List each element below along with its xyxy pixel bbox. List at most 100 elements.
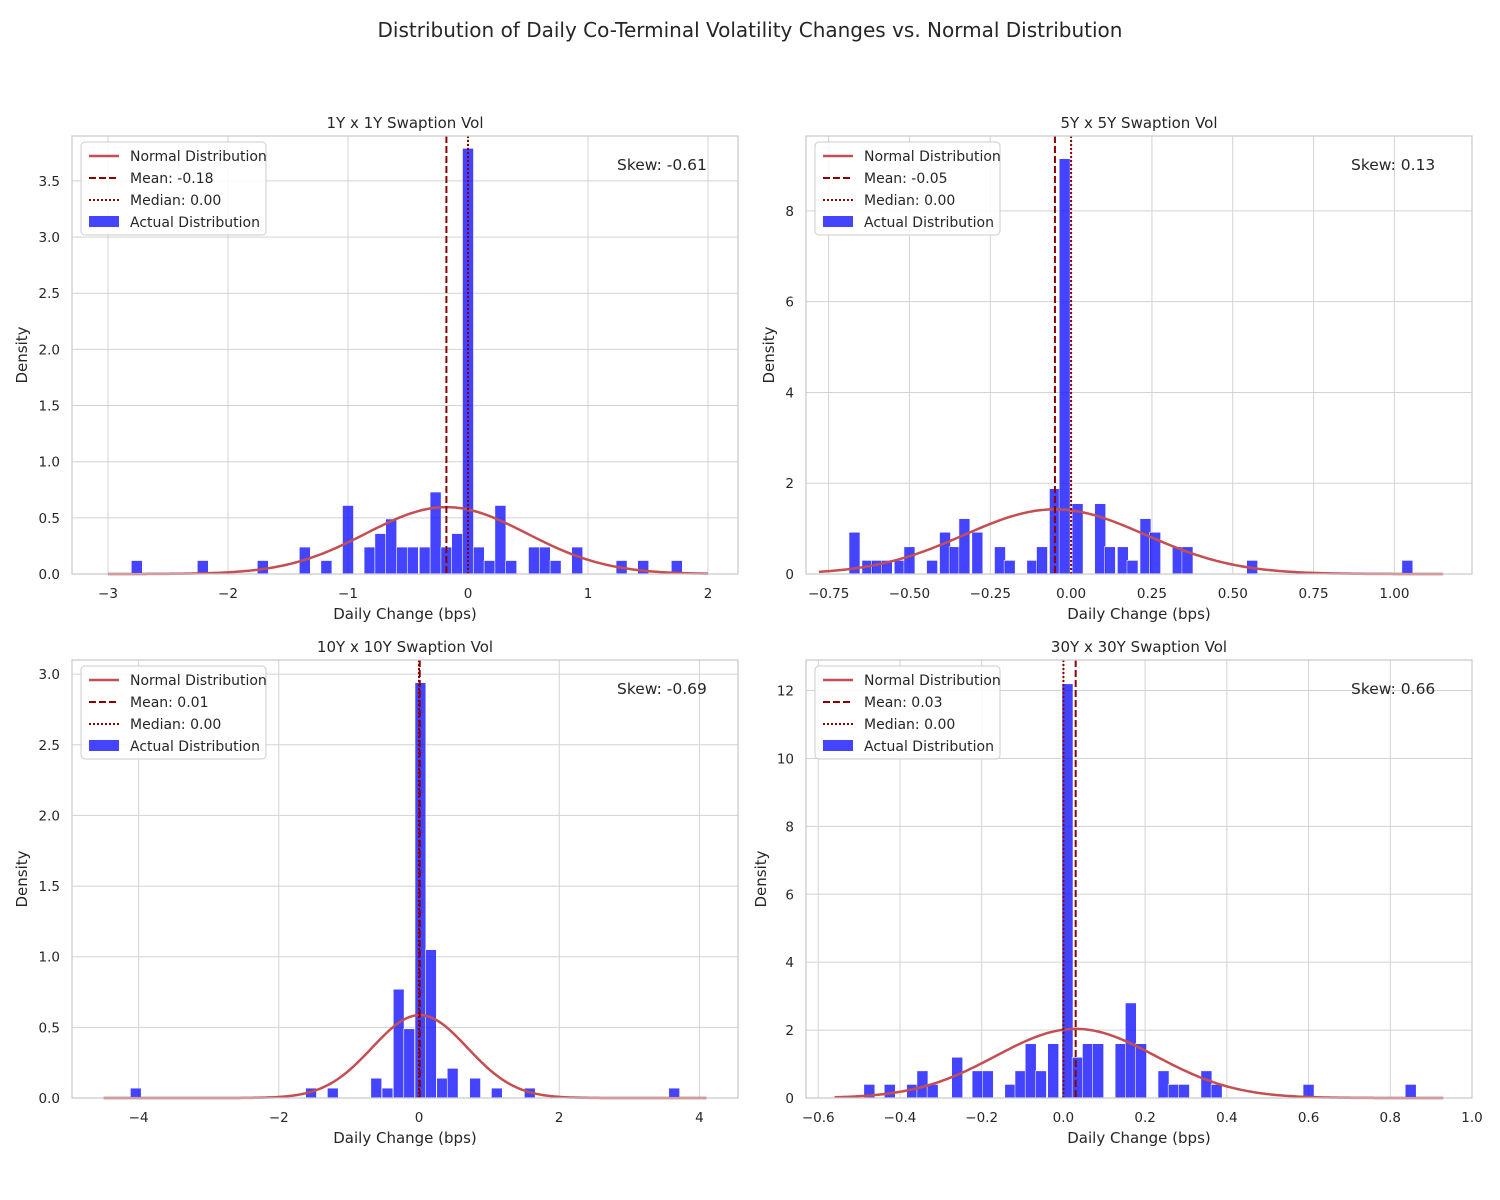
legend-swatch-bars bbox=[89, 740, 119, 751]
y-tick-label: 2.5 bbox=[39, 286, 60, 302]
y-tick-label: 0.5 bbox=[39, 511, 60, 527]
x-tick-label: −3 bbox=[98, 586, 118, 602]
legend-swatch-bars bbox=[89, 216, 119, 227]
y-tick-label: 0 bbox=[785, 1091, 794, 1107]
histogram-bar bbox=[469, 1077, 481, 1099]
histogram-bar bbox=[1200, 1070, 1213, 1099]
histogram-bar bbox=[1082, 1043, 1094, 1099]
histogram-bar bbox=[381, 1087, 394, 1099]
histogram-bar bbox=[903, 546, 916, 575]
y-tick-label: 6 bbox=[785, 295, 794, 311]
y-tick-label: 0 bbox=[785, 567, 794, 583]
histogram-bar bbox=[1094, 503, 1106, 575]
histogram-bar bbox=[1117, 546, 1129, 575]
histogram-bar bbox=[948, 546, 961, 575]
plot-frame bbox=[71, 659, 739, 1099]
legend-entry: Normal Distribution bbox=[864, 149, 1001, 165]
x-tick-label: 0.8 bbox=[1380, 1110, 1401, 1126]
histogram-bar bbox=[926, 1084, 939, 1099]
x-tick-label: −2 bbox=[269, 1110, 289, 1126]
subplot-title: 5Y x 5Y Swaption Vol bbox=[1060, 114, 1217, 132]
histogram-bar bbox=[505, 560, 518, 575]
x-tick-label: −0.4 bbox=[884, 1110, 917, 1126]
histogram-bar bbox=[483, 560, 496, 575]
histogram-bar bbox=[436, 1077, 448, 1099]
x-tick-label: 0.4 bbox=[1216, 1110, 1237, 1126]
histogram-bar bbox=[1210, 1084, 1223, 1099]
y-tick-label: 8 bbox=[785, 819, 794, 835]
x-tick-label: 0.75 bbox=[1299, 586, 1329, 602]
histogram-bar bbox=[451, 533, 464, 575]
x-tick-label: 0.6 bbox=[1298, 1110, 1319, 1126]
y-tick-label: 3.0 bbox=[39, 230, 60, 246]
plot-frame bbox=[71, 135, 739, 575]
legend-entry: Mean: -0.05 bbox=[864, 171, 948, 187]
histogram-bar bbox=[363, 546, 376, 575]
histogram-bar bbox=[418, 546, 431, 575]
histogram-bar bbox=[1404, 1084, 1417, 1099]
y-axis-label: Density bbox=[13, 326, 31, 383]
x-tick-label: 0.50 bbox=[1218, 586, 1248, 602]
histogram-bar bbox=[893, 560, 906, 575]
x-tick-label: 1 bbox=[584, 586, 593, 602]
x-tick-label: −2 bbox=[218, 586, 238, 602]
legend-entry: Normal Distribution bbox=[864, 673, 1001, 689]
y-axis-label: Density bbox=[13, 850, 31, 907]
skew-annotation: Skew: 0.13 bbox=[1351, 156, 1435, 174]
histogram-bar bbox=[1178, 1084, 1190, 1099]
x-tick-label: 1.0 bbox=[1461, 1110, 1482, 1126]
legend-swatch-bars bbox=[823, 216, 853, 227]
x-axis-label: Daily Change (bps) bbox=[333, 605, 476, 623]
histogram-bar bbox=[1071, 503, 1084, 575]
subplot-4: −0.6 −0.4 −0.2 0.0 0.2 0.4 0.6 0.8 1.0 0 2 4 6 8 10 12 3… bbox=[752, 638, 1483, 1147]
histogram-bar bbox=[1139, 518, 1152, 575]
normal-distribution-curve bbox=[108, 505, 709, 576]
x-tick-label: 4 bbox=[695, 1110, 704, 1126]
histogram-bar bbox=[939, 531, 951, 575]
histogram-bar bbox=[1167, 1084, 1180, 1099]
legend-entry: Normal Distribution bbox=[130, 149, 267, 165]
x-tick-label: −0.2 bbox=[965, 1110, 998, 1126]
x-tick-label: −1 bbox=[338, 586, 358, 602]
x-tick-label: −0.75 bbox=[808, 586, 849, 602]
x-axis-label: Daily Change (bps) bbox=[333, 1129, 476, 1147]
subplot-title: 1Y x 1Y Swaption Vol bbox=[326, 114, 483, 132]
histogram-bar bbox=[370, 1077, 382, 1099]
x-tick-label: 2 bbox=[704, 586, 713, 602]
histogram-bar bbox=[1035, 1070, 1047, 1099]
histogram-bar bbox=[130, 560, 143, 575]
subplot-title: 10Y x 10Y Swaption Vol bbox=[317, 638, 493, 656]
y-axis-label: Density bbox=[760, 326, 778, 383]
histogram-bar bbox=[396, 546, 408, 575]
subplot-1: −3 −2 −1 0 1 2 0.0 0.5 1.0 1.5 2.0 2.5 3.0 3.5 1Y x 1Y… bbox=[13, 114, 739, 623]
histogram-bar bbox=[446, 1068, 459, 1099]
plot-frame bbox=[805, 659, 1473, 1099]
histogram-bar bbox=[971, 1070, 984, 1099]
x-axis-label: Daily Change (bps) bbox=[1067, 1129, 1210, 1147]
histogram-bar bbox=[1036, 546, 1048, 575]
histogram-bar bbox=[1092, 1043, 1104, 1099]
skew-annotation: Skew: 0.66 bbox=[1351, 680, 1435, 698]
histogram-bar bbox=[1126, 560, 1139, 575]
histogram-bar bbox=[1058, 158, 1071, 575]
histogram-bar bbox=[971, 531, 984, 575]
legend-entry: Median: 0.00 bbox=[864, 717, 955, 733]
subplot-title: 30Y x 30Y Swaption Vol bbox=[1051, 638, 1227, 656]
skew-annotation: Skew: -0.69 bbox=[617, 680, 707, 698]
histogram-bar bbox=[403, 1028, 415, 1099]
legend-swatch-bars bbox=[823, 740, 853, 751]
y-tick-label: 8 bbox=[785, 204, 794, 220]
y-axis-label: Density bbox=[752, 850, 770, 907]
histogram-bar bbox=[1003, 560, 1016, 575]
histogram-bar bbox=[392, 988, 405, 1099]
legend-entry: Actual Distribution bbox=[130, 739, 260, 755]
histogram-bar bbox=[385, 518, 398, 575]
y-tick-label: 0.0 bbox=[39, 567, 60, 583]
histogram-bar bbox=[429, 491, 442, 575]
histogram-bar bbox=[494, 505, 507, 575]
histogram-bar bbox=[883, 1084, 896, 1099]
subplot-2: −0.75 −0.50 −0.25 0.00 0.25 0.50 0.75 1.00 0 2 4 6 8… bbox=[760, 114, 1473, 623]
histogram-bar bbox=[994, 546, 1006, 575]
histogram-bar bbox=[549, 560, 562, 575]
